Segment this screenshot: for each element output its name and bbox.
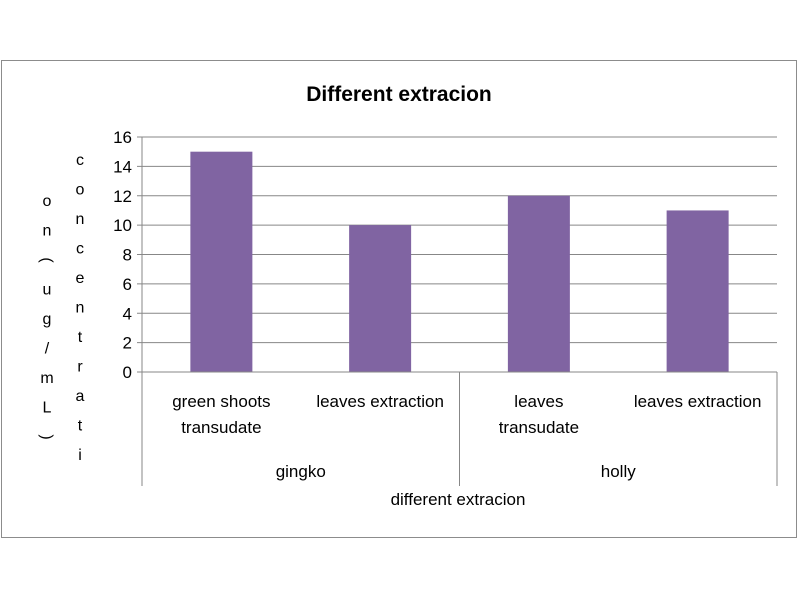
y-axis-title-char: ) xyxy=(38,434,55,439)
y-axis-title-char: n xyxy=(76,211,85,228)
y-axis-title-char: e xyxy=(76,270,85,287)
bar-chart: Different extracion 0 2 4 6 8 10 12 14 16 green … xyxy=(38,83,778,509)
y-tick-label: 12 xyxy=(113,187,132,206)
bar xyxy=(349,225,412,372)
y-axis-title-char: g xyxy=(43,311,52,328)
bar xyxy=(507,195,570,372)
group-label: holly xyxy=(601,462,636,481)
bar xyxy=(190,151,253,372)
y-tick-label: 0 xyxy=(123,363,132,382)
y-tick-label: 8 xyxy=(123,246,132,265)
y-axis-title-char: / xyxy=(45,341,50,358)
y-tick-label: 14 xyxy=(113,157,132,176)
y-axis-title-char: u xyxy=(43,282,52,299)
y-axis-title-char: n xyxy=(76,300,85,317)
category-label: leaves extraction xyxy=(634,392,762,411)
bars xyxy=(190,151,729,372)
category-labels: green shoots transudate leaves extraction l… xyxy=(172,392,761,437)
group-label: gingko xyxy=(276,462,326,481)
y-axis-title-char: t xyxy=(78,418,83,435)
y-axis-title-char: ( xyxy=(38,257,55,263)
category-label: transudate xyxy=(181,418,261,437)
y-axis-title-char: n xyxy=(43,223,52,240)
y-tick-label: 6 xyxy=(123,275,132,294)
category-label: leaves xyxy=(514,392,563,411)
category-label: leaves extraction xyxy=(316,392,444,411)
y-axis-title-char: i xyxy=(78,447,82,464)
y-tick-label: 4 xyxy=(123,304,132,323)
y-axis-title-char: o xyxy=(76,182,85,199)
x-axis-title: different extracion xyxy=(391,490,526,509)
chart-frame: Different extracion 0 2 4 6 8 10 12 14 16 green … xyxy=(1,60,797,538)
y-tick-label: 10 xyxy=(113,216,132,235)
y-axis-title-char: t xyxy=(78,329,83,346)
y-tick-label: 2 xyxy=(123,334,132,353)
y-axis-title-char: L xyxy=(43,400,52,417)
y-axis-title-char: m xyxy=(40,370,53,387)
y-axis-title-char: a xyxy=(76,388,85,405)
bar xyxy=(666,210,729,372)
chart-title: Different extracion xyxy=(306,83,492,106)
y-axis-title-char: r xyxy=(77,359,83,376)
y-tick-label: 16 xyxy=(113,128,132,147)
y-axis-title-char: o xyxy=(43,193,52,210)
y-tick-labels: 0 2 4 6 8 10 12 14 16 xyxy=(113,128,132,382)
group-labels: gingko holly xyxy=(276,462,637,481)
category-label: transudate xyxy=(499,418,579,437)
axes xyxy=(137,136,778,486)
y-axis-title-char: c xyxy=(76,241,84,258)
y-axis-title-char: c xyxy=(76,152,84,169)
category-label: green shoots xyxy=(172,392,270,411)
